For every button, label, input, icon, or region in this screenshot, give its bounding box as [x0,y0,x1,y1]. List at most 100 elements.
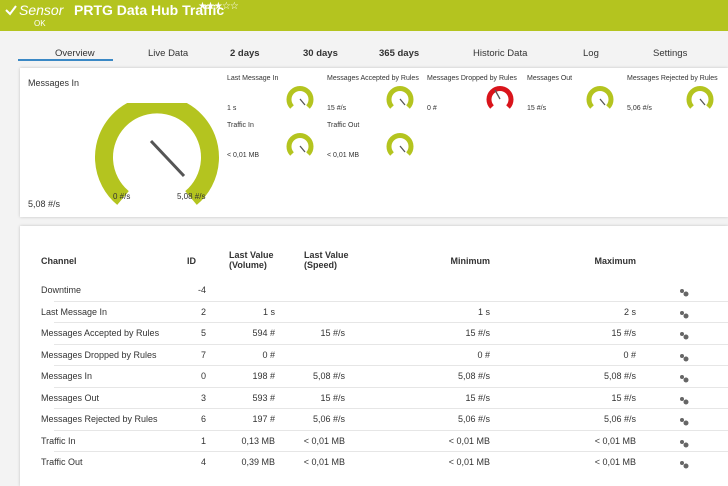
gauge-label: Messages Dropped by Rules [427,75,517,82]
check-icon [5,5,17,16]
row-divider [54,408,728,409]
gauge-label: Messages Accepted by Rules [327,75,419,82]
tab-underline [18,59,113,61]
tab[interactable]: Log [583,48,599,59]
row-action-icon[interactable] [679,285,689,297]
row-divider [54,451,728,452]
row-action-icon[interactable] [679,436,689,447]
table-cell: 5,06 #/s [457,414,490,424]
gauge-dial [285,85,315,111]
row-action-icon[interactable] [679,414,689,426]
table-cell: Traffic In [41,435,76,446]
table-cell: 0 # [262,349,275,360]
header-bar: Sensor PRTG Data Hub Traffic ★★★☆☆ OK [0,0,728,31]
main-gauge-label: Messages In [28,78,80,88]
table-cell: 5 [200,328,206,338]
gauge-dial [385,132,415,158]
main-gauge-value: 5,08 #/s [28,199,61,209]
table-cell: Messages Dropped by Rules [41,349,157,360]
tab[interactable]: 30 days [303,48,338,59]
table-cell: Messages Rejected by Rules [41,414,158,424]
stars[interactable]: ★★★☆☆ [198,1,239,12]
table-cell: Messages Accepted by Rules [41,328,160,338]
table-cell: < 0,01 MB [448,435,490,446]
tab[interactable]: Settings [653,48,688,59]
gauge-label: Traffic Out [327,122,360,129]
table-cell: 5,08 #/s [312,371,345,381]
row-divider [54,429,728,431]
table-cell: 0,13 MB [241,435,275,446]
row-action-icon[interactable] [679,371,689,383]
tab[interactable]: 2 days [230,48,260,59]
table-cell: 1 s [262,306,275,317]
row-action-icon[interactable] [679,328,689,340]
table-cell: Last Message In [41,306,108,317]
gauge-value: 5,06 #/s [627,105,652,112]
row-divider [54,343,728,345]
gauge-label: Traffic In [227,122,254,129]
row-action-icon[interactable] [679,457,689,469]
gauge-dial [385,85,415,111]
table-cell: -4 [197,285,206,295]
tab[interactable]: Live Data [148,48,189,59]
column-header: Maximum [594,256,636,266]
column-header: ID [187,256,196,266]
table-cell: 4 [200,457,206,467]
table-cell: Messages In [41,371,93,381]
table-cell: 0 # [623,349,636,360]
tab[interactable]: Overview [55,48,95,59]
table-cell: 15 #/s [611,392,636,403]
table-cell: Downtime [41,285,82,295]
table-cell: 593 # [252,392,275,403]
table-cell: < 0,01 MB [448,457,490,467]
gauge-label: Messages Out [527,75,573,82]
gauge-dial [285,132,315,158]
table-cell: 0 [200,371,206,381]
table-cell: 2 s [623,306,636,317]
sensor-title: PRTG Data Hub Traffic [74,2,225,18]
table-cell: < 0,01 MB [594,435,636,446]
gauge-value: 0 # [427,105,437,112]
column-header: Last Value (Speed) [304,250,349,270]
table-cell: < 0,01 MB [594,457,636,467]
table-cell: < 0,01 MB [303,457,345,467]
row-action-icon[interactable] [679,307,689,318]
gauge-dial [585,85,615,111]
table-panel: Channel ID Last Value (Volume) Last Value (… [20,226,728,486]
table-cell: < 0,01 MB [303,435,345,446]
tab[interactable]: Historic Data [473,48,528,59]
row-divider [54,365,728,366]
gauge-dial [485,85,515,111]
table-cell: 15 #/s [611,328,636,338]
table-cell: 197 # [252,414,275,424]
table-cell: 0,39 MB [241,457,275,467]
main-gauge-min: 0 #/s [113,192,131,201]
main-gauge [95,103,219,205]
table-cell: 7 [200,349,206,360]
row-divider [54,300,728,302]
table-cell: 15 #/s [320,328,345,338]
row-divider [54,322,728,323]
table-cell: 5,06 #/s [603,414,636,424]
table-cell: 15 #/s [465,392,490,403]
sensor-prefix: Sensor [19,2,64,18]
table-cell: Traffic Out [41,457,83,467]
gauge-dial [685,85,715,111]
row-action-icon[interactable] [679,350,689,361]
table-cell: 198 # [252,371,275,381]
table-cell: 5,08 #/s [457,371,490,381]
row-action-icon[interactable] [679,393,689,404]
table-cell: 15 #/s [320,392,345,403]
status: OK [34,19,46,28]
row-divider [54,386,728,388]
gauge-value: < 0,01 MB [227,152,260,159]
column-header: Last Value (Volume) [229,250,274,270]
tab[interactable]: 365 days [379,48,420,59]
table-cell: 5,06 #/s [312,414,345,424]
table-cell: 1 [200,435,206,446]
column-header: Channel [41,256,77,266]
gauge-label: Last Message In [227,75,279,82]
gauge-label: Messages Rejected by Rules [627,75,718,82]
gauge-value: < 0,01 MB [327,152,360,159]
